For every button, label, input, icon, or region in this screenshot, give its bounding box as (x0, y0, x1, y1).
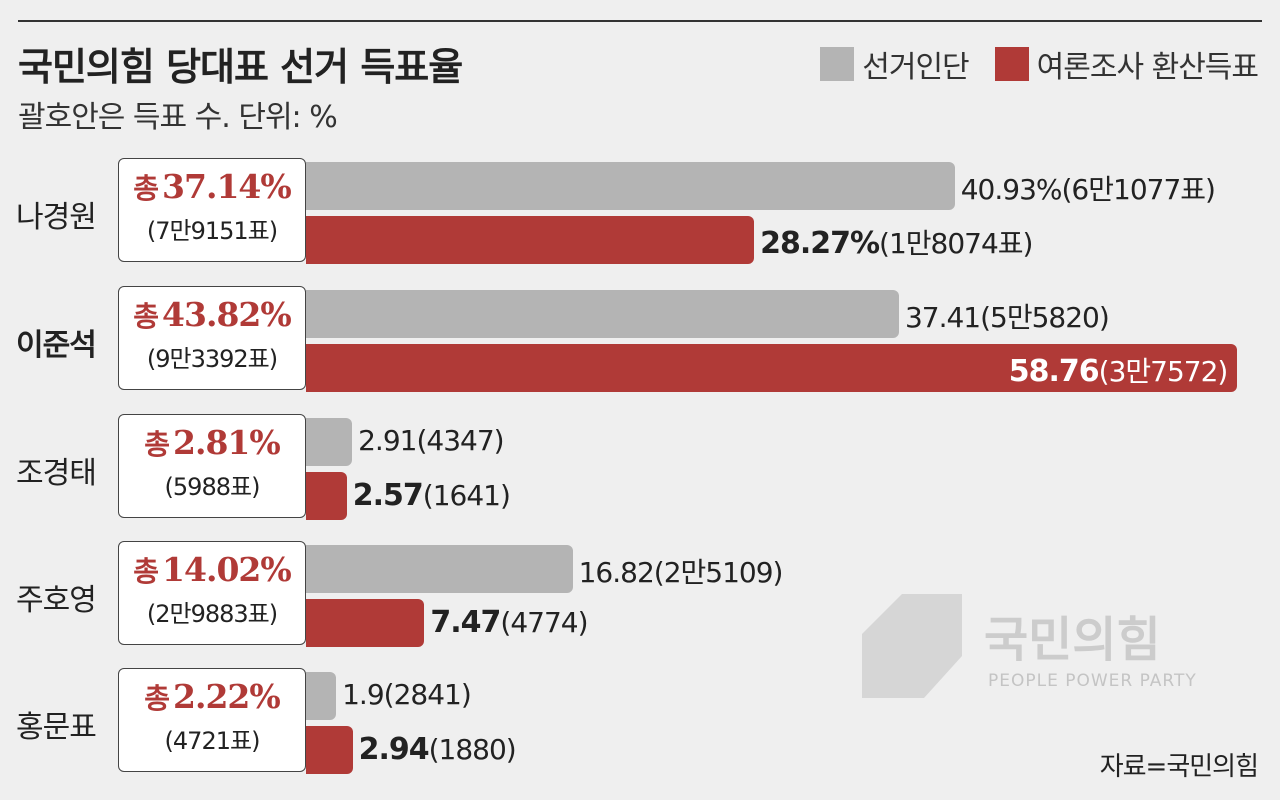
label-poll: 2.57(1641) (352, 478, 511, 513)
candidate-name: 이준석 (16, 328, 97, 363)
total-percent: 총 14.02% (119, 550, 305, 590)
total-percent: 총 2.81% (119, 423, 305, 463)
total-box: 총 37.14% (7만9151표) (118, 158, 306, 262)
candidate-name: 나경원 (16, 200, 97, 235)
label-delegates: 40.93%(6만1077표) (960, 168, 1216, 208)
total-box: 총 2.81% (5988표) (118, 414, 306, 518)
total-box: 총 14.02% (2만9883표) (118, 541, 306, 645)
total-votes: (2만9883표) (146, 600, 278, 628)
label-delegates: 16.82(2만5109) (578, 551, 784, 591)
total-value: 37.14% (162, 167, 292, 206)
logo-subtext: PEOPLE POWER PARTY (988, 671, 1197, 691)
total-box: 총 43.82% (9만3392표) (118, 286, 306, 390)
total-percent: 총 2.22% (119, 677, 305, 717)
label-poll: 58.76(3만7572) (1008, 350, 1229, 390)
label-poll: 28.27%(1만8074표) (760, 222, 1033, 262)
label-delegates-votes: (2만5109) (653, 556, 784, 589)
bar-delegates (306, 672, 337, 720)
label-poll-votes: (1641) (422, 479, 511, 512)
label-poll-votes: (4774) (500, 606, 588, 639)
total-prefix: 총 (133, 555, 159, 588)
label-delegates-value: 37.41 (904, 301, 981, 334)
total-value: 2.22% (173, 677, 281, 716)
logo-shape (862, 594, 962, 698)
label-delegates-votes: (4347) (416, 424, 504, 457)
total-value: 14.02% (162, 550, 292, 589)
logo-text: 국민의힘 (984, 612, 1161, 668)
candidate-name: 주호영 (16, 583, 97, 618)
legend-label-poll: 여론조사 환산득표 (1036, 50, 1259, 85)
label-poll: 2.94(1880) (358, 732, 517, 767)
total-votes: (5988표) (164, 473, 261, 501)
total-prefix: 총 (133, 172, 159, 205)
label-poll: 7.47(4774) (430, 605, 588, 640)
total-votes: (4721표) (164, 727, 261, 755)
total-percent: 총 37.14% (119, 167, 305, 207)
chart-subtitle: 괄호안은 득표 수. 단위: % (18, 100, 338, 135)
label-delegates-value: 2.91 (358, 424, 417, 457)
legend: 선거인단 여론조사 환산득표 (794, 42, 1259, 86)
bar-delegates (306, 162, 955, 210)
party-logo-watermark: 국민의힘 PEOPLE POWER PARTY (862, 594, 1197, 698)
label-delegates-value: 1.9 (342, 678, 385, 711)
legend-label-delegates: 선거인단 (862, 50, 969, 85)
bar-poll (306, 599, 425, 647)
label-delegates: 1.9(2841) (342, 678, 472, 711)
legend-item-delegates: 선거인단 (820, 42, 970, 86)
source-note: 자료=국민의힘 (1099, 752, 1259, 782)
label-delegates-value: 16.82 (578, 556, 655, 589)
bar-poll (306, 216, 755, 264)
total-percent: 총 43.82% (119, 295, 305, 335)
label-poll-value: 7.47 (430, 605, 501, 640)
legend-swatch-delegates (820, 47, 855, 81)
bar-poll (306, 472, 347, 520)
label-poll-votes: (1880) (428, 733, 517, 766)
total-box: 총 2.22% (4721표) (118, 668, 306, 772)
label-delegates-votes: (6만1077표) (1061, 173, 1216, 206)
candidate-name: 홍문표 (16, 710, 97, 745)
label-poll-value: 58.76 (1008, 354, 1100, 389)
total-value: 2.81% (173, 423, 281, 462)
bar-poll (306, 344, 1238, 392)
top-rule (18, 20, 1262, 22)
label-delegates: 37.41(5만5820) (904, 296, 1110, 336)
total-prefix: 총 (144, 428, 170, 461)
total-value: 43.82% (162, 295, 292, 334)
bar-delegates (306, 545, 573, 593)
chart-title: 국민의힘 당대표 선거 득표율 (18, 45, 463, 89)
total-votes: (7만9151표) (146, 217, 278, 245)
label-poll-value: 28.27% (760, 226, 880, 261)
label-delegates-votes: (2841) (383, 678, 472, 711)
bar-poll (306, 726, 353, 774)
label-poll-votes: (3만7572) (1098, 355, 1229, 388)
legend-item-poll: 여론조사 환산득표 (994, 42, 1259, 86)
bar-delegates (306, 290, 899, 338)
total-prefix: 총 (144, 682, 170, 715)
label-poll-votes: (1만8074표) (879, 227, 1033, 260)
label-delegates-votes: (5만5820) (980, 301, 1110, 334)
label-poll-value: 2.57 (352, 478, 424, 513)
label-delegates-value: 40.93% (960, 173, 1063, 206)
total-votes: (9만3392표) (146, 345, 278, 373)
total-prefix: 총 (133, 300, 159, 333)
label-delegates: 2.91(4347) (358, 424, 504, 457)
label-poll-value: 2.94 (358, 732, 430, 767)
candidate-name: 조경태 (16, 456, 97, 491)
legend-swatch-poll (994, 47, 1029, 81)
bar-delegates (306, 418, 353, 466)
